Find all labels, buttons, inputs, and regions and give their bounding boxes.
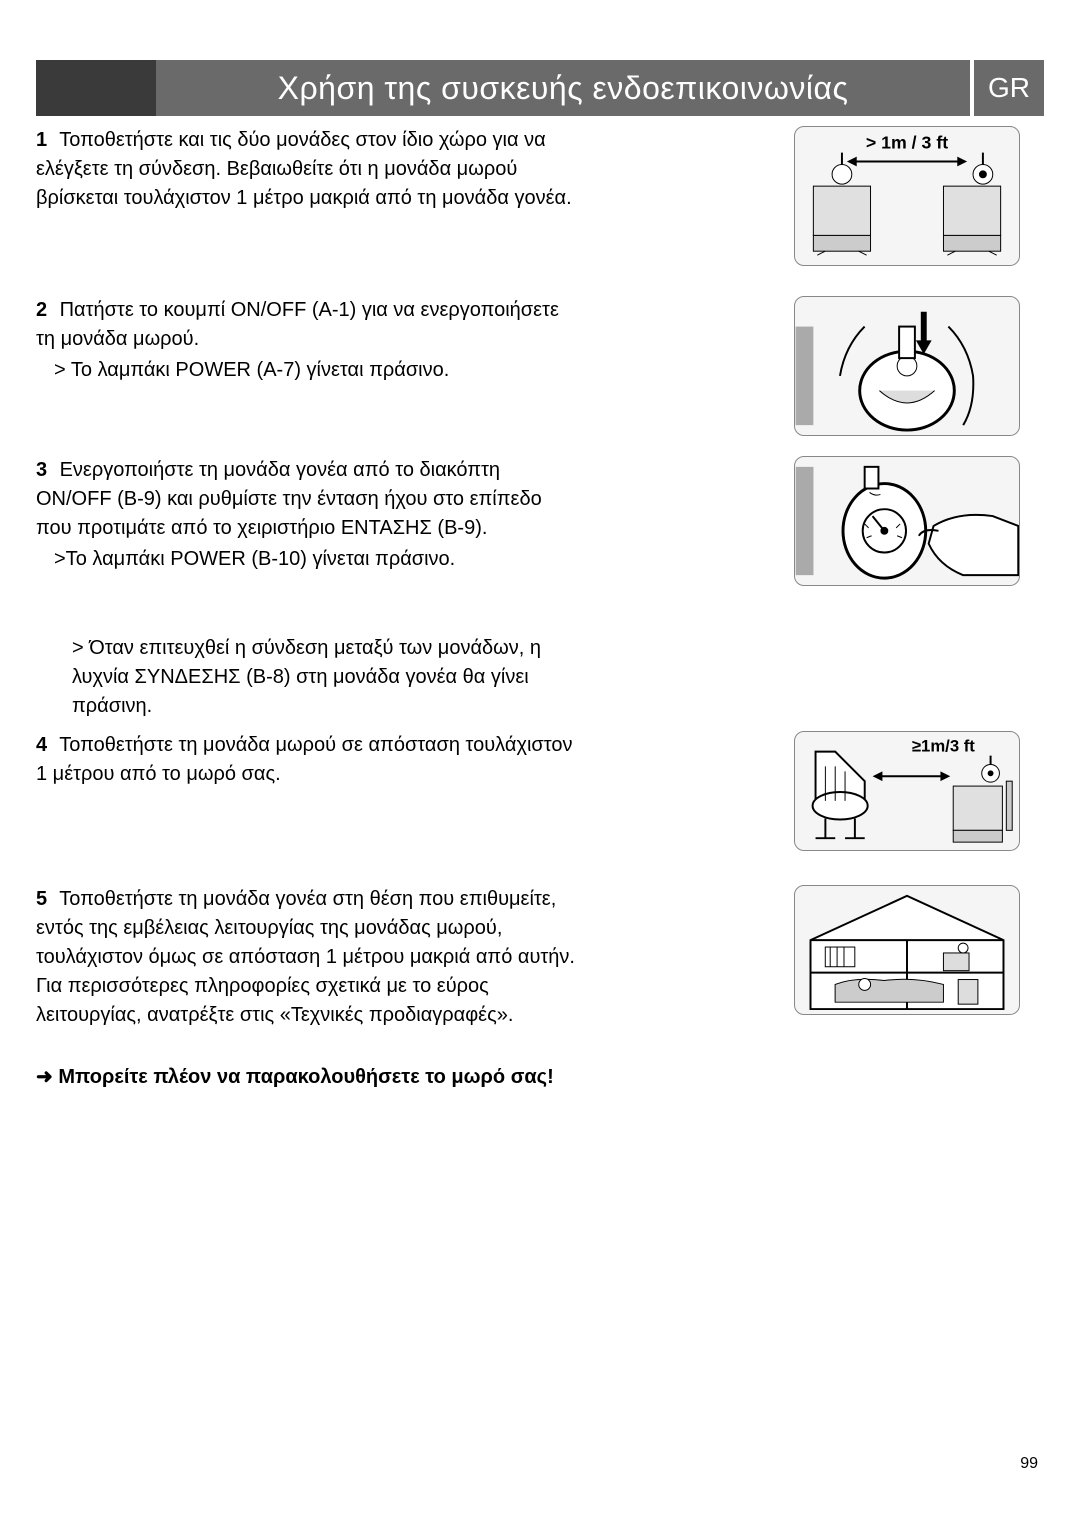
step-3-note: > Όταν επιτευχθεί η σύνδεση μεταξύ των μ…: [36, 616, 1034, 721]
step-4-number: 4: [36, 731, 54, 760]
content-area: 1 Τοποθετήστε και τις δύο μονάδες στον ί…: [36, 126, 1044, 1092]
distance-label-1: > 1m / 3 ft: [866, 133, 948, 153]
step-3-note-col: > Όταν επιτευχθεί η σύνδεση μεταξύ των μ…: [36, 616, 596, 721]
step-5-text: Τοποθετήστε τη μονάδα γονέα στη θέση που…: [36, 888, 575, 1026]
step-3-sub2: > Όταν επιτευχθεί η σύνδεση μεταξύ των μ…: [72, 634, 576, 721]
step-5-image-col: [794, 885, 1034, 1015]
step-4: 4 Τοποθετήστε τη μονάδα μωρού σε απόστασ…: [36, 731, 1034, 861]
step-1: 1 Τοποθετήστε και τις δύο μονάδες στον ί…: [36, 126, 1034, 286]
step-3-image-col: [794, 456, 1034, 586]
step-3-number: 3: [36, 456, 54, 485]
step-3-text-col: 3 Ενεργοποιήστε τη μονάδα γονέα από το δ…: [36, 456, 596, 574]
step-1-image: > 1m / 3 ft: [794, 126, 1020, 266]
step-5-text-col: 5 Τοποθετήστε τη μονάδα γονέα στη θέση π…: [36, 885, 596, 1030]
step-2-sub: > Το λαμπάκι POWER (A-7) γίνεται πράσινο…: [54, 356, 576, 385]
step-2-text-col: 2 Πατήστε το κουμπί ON/OFF (A-1) για να …: [36, 296, 596, 385]
step-4-text: Τοποθετήστε τη μονάδα μωρού σε απόσταση …: [36, 734, 572, 785]
step-4-image-col: ≥1m/3 ft: [794, 731, 1034, 851]
distance-label-4: ≥1m/3 ft: [912, 737, 975, 756]
page-number: 99: [1020, 1452, 1038, 1475]
step-2: 2 Πατήστε το κουμπί ON/OFF (A-1) για να …: [36, 296, 1034, 446]
step-3-sub: >Το λαμπάκι POWER (B-10) γίνεται πράσινο…: [54, 545, 576, 574]
header-dark-block: [36, 60, 156, 116]
step-4-text-col: 4 Τοποθετήστε τη μονάδα μωρού σε απόστασ…: [36, 731, 596, 789]
conclusion-line: ➜ Μπορείτε πλέον να παρακολουθήσετε το μ…: [36, 1063, 1034, 1092]
step-5-number: 5: [36, 885, 54, 914]
step-2-number: 2: [36, 296, 54, 325]
page-header: Χρήση της συσκευής ενδοεπικοινωνίας GR: [36, 60, 1044, 116]
step-1-number: 1: [36, 126, 54, 155]
step-4-image: ≥1m/3 ft: [794, 731, 1020, 851]
step-5-image: [794, 885, 1020, 1015]
step-1-text-col: 1 Τοποθετήστε και τις δύο μονάδες στον ί…: [36, 126, 596, 213]
step-2-image: [794, 296, 1020, 436]
step-5: 5 Τοποθετήστε τη μονάδα γονέα στη θέση π…: [36, 885, 1034, 1035]
step-3-image: [794, 456, 1020, 586]
step-2-image-col: [794, 296, 1034, 436]
step-3-text: Ενεργοποιήστε τη μονάδα γονέα από το δια…: [36, 459, 542, 539]
step-1-text: Τοποθετήστε και τις δύο μονάδες στον ίδι…: [36, 129, 572, 209]
page-title: Χρήση της συσκευής ενδοεπικοινωνίας: [156, 60, 970, 116]
step-1-image-col: > 1m / 3 ft: [794, 126, 1034, 266]
language-badge: GR: [974, 60, 1044, 116]
step-3: 3 Ενεργοποιήστε τη μονάδα γονέα από το δ…: [36, 456, 1034, 596]
step-2-text: Πατήστε το κουμπί ON/OFF (A-1) για να εν…: [36, 299, 559, 350]
